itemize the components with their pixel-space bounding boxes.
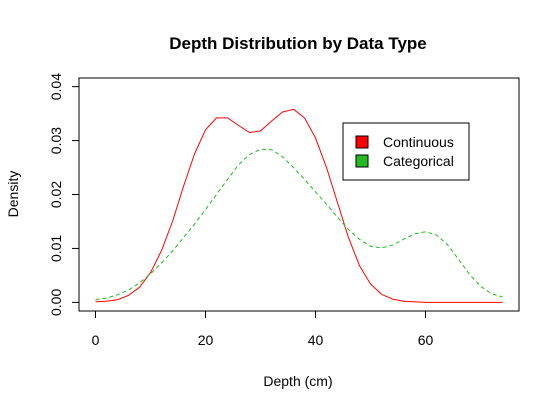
x-axis: 0 20 40 60 xyxy=(92,311,434,348)
y-tick-label: 0.03 xyxy=(48,127,64,154)
chart-title: Depth Distribution by Data Type xyxy=(169,34,427,53)
legend-label-continuous: Continuous xyxy=(383,134,454,150)
plot-frame xyxy=(79,78,519,311)
legend: Continuous Categorical xyxy=(343,123,469,180)
y-tick-label: 0.04 xyxy=(48,73,64,100)
x-tick-label: 60 xyxy=(418,332,434,348)
y-axis: 0.00 0.01 0.02 0.03 0.04 xyxy=(48,73,79,316)
legend-box xyxy=(343,123,469,180)
x-tick-label: 20 xyxy=(198,332,214,348)
y-tick-label: 0.01 xyxy=(48,235,64,262)
x-axis-label: Depth (cm) xyxy=(263,373,332,389)
legend-label-categorical: Categorical xyxy=(383,153,454,169)
y-tick-label: 0.02 xyxy=(48,181,64,208)
x-tick-label: 40 xyxy=(308,332,324,348)
x-tick-label: 0 xyxy=(92,332,100,348)
y-axis-label: Density xyxy=(5,171,21,218)
y-tick-label: 0.00 xyxy=(48,289,64,316)
legend-swatch-categorical xyxy=(356,155,368,167)
legend-swatch-continuous xyxy=(356,136,368,148)
